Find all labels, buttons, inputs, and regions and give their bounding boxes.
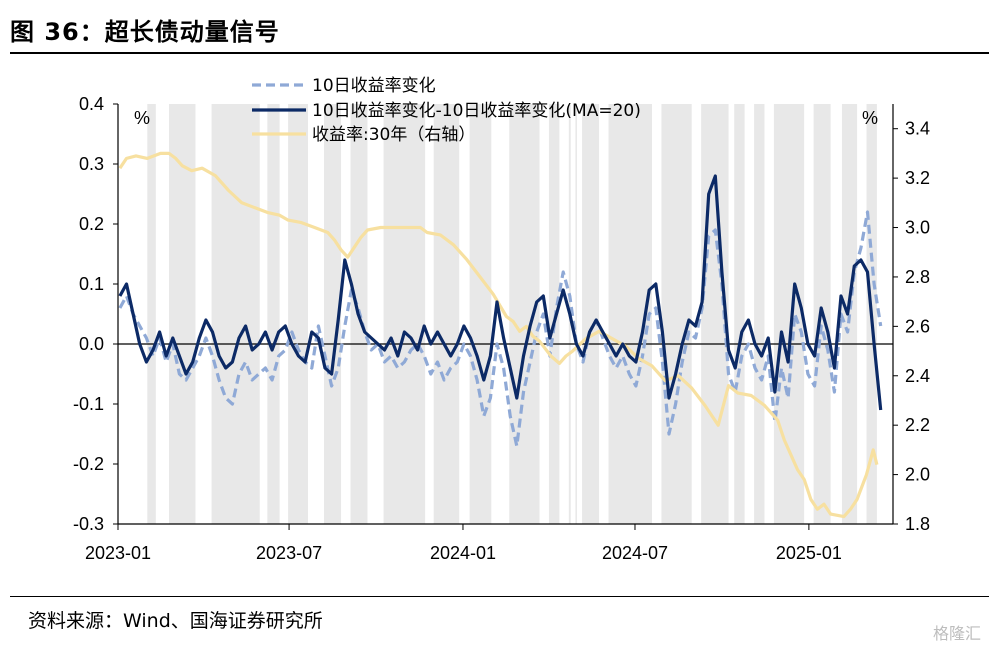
shaded-period xyxy=(773,104,805,524)
right-axis-unit: % xyxy=(862,108,878,128)
right-tick-label: 1.8 xyxy=(905,514,930,534)
shaded-period xyxy=(383,104,426,524)
shaded-period xyxy=(267,104,280,524)
legend-label: 收益率:30年（右轴） xyxy=(312,125,475,145)
series-line-momentum xyxy=(118,174,883,411)
left-tick-label: 0.4 xyxy=(79,94,104,114)
right-tick-label: 2.6 xyxy=(905,316,930,336)
series-lines xyxy=(118,151,883,519)
shaded-period xyxy=(147,104,156,524)
x-tick-label: 2023-01 xyxy=(85,543,151,563)
left-tick-label: 0.0 xyxy=(79,334,104,354)
shaded-period xyxy=(288,104,308,524)
shaded-period xyxy=(433,104,460,524)
shaded-period xyxy=(211,104,260,524)
right-tick-label: 2.2 xyxy=(905,415,930,435)
watermark-logo: 格隆汇 xyxy=(932,624,981,643)
axes: 0.4 0.3 0.2 0.1 0.0 -0.1 -0.2 -0.3 3.4 3.2 3.0 2.8 2… xyxy=(73,94,930,563)
x-tick-label: 2024-01 xyxy=(430,543,496,563)
right-tick-label: 3.4 xyxy=(905,119,930,139)
series-line-yield30y xyxy=(118,151,879,519)
source-note: 资料来源：Wind、国海证券研究所 xyxy=(28,610,323,632)
x-tick-label: 2025-01 xyxy=(776,543,842,563)
source-rule xyxy=(10,596,989,597)
right-tick-label: 3.0 xyxy=(905,218,930,238)
left-tick-label: -0.1 xyxy=(73,394,104,414)
shaded-periods xyxy=(147,104,877,524)
title-rule xyxy=(10,52,989,54)
left-tick-label: 0.1 xyxy=(79,274,104,294)
legend-label: 10日收益率变化 xyxy=(312,76,436,96)
left-tick-label: -0.2 xyxy=(73,454,104,474)
series-line-change10d xyxy=(118,210,883,448)
shaded-period xyxy=(575,104,577,524)
shaded-period xyxy=(169,104,196,524)
left-tick-label: 0.2 xyxy=(79,214,104,234)
shaded-period xyxy=(841,104,858,524)
shaded-period xyxy=(661,104,692,524)
shaded-period xyxy=(734,104,745,524)
left-tick-label: -0.3 xyxy=(73,514,104,534)
right-tick-label: 2.0 xyxy=(905,465,930,485)
left-tick-label: 0.3 xyxy=(79,154,104,174)
right-tick-label: 3.2 xyxy=(905,168,930,188)
x-tick-label: 2023-07 xyxy=(256,543,322,563)
figure-title: 图 36：超长债动量信号 xyxy=(10,18,280,46)
left-axis-unit: % xyxy=(134,108,150,128)
shaded-period xyxy=(469,104,492,524)
chart: 0.4 0.3 0.2 0.1 0.0 -0.1 -0.2 -0.3 3.4 3.2 3.0 2.8 2… xyxy=(73,76,930,563)
shaded-period xyxy=(582,104,600,524)
legend: 10日收益率变化 10日收益率变化-10日收益率变化(MA=20) 收益率:30年（… xyxy=(252,76,641,145)
legend-label: 10日收益率变化-10日收益率变化(MA=20) xyxy=(312,101,641,121)
right-tick-label: 2.8 xyxy=(905,267,930,287)
right-tick-label: 2.4 xyxy=(905,366,930,386)
shaded-period xyxy=(324,104,342,524)
shaded-period xyxy=(754,104,765,524)
x-tick-label: 2024-07 xyxy=(602,543,668,563)
